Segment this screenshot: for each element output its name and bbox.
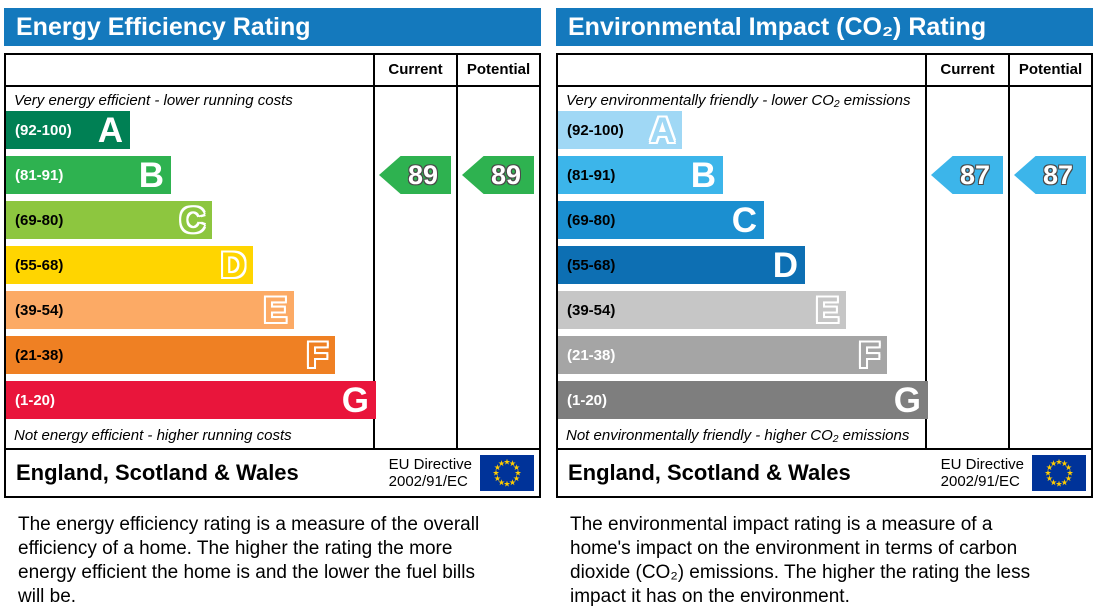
band-row-g: (1-20) G: [558, 381, 928, 419]
environmental-impact-panel: Environmental Impact (CO₂) Rating Curren…: [556, 8, 1093, 609]
eu-flag-icon: [1032, 455, 1086, 491]
band-range-label: (39-54): [567, 301, 616, 319]
band-letter: F: [858, 335, 880, 375]
band-range-label: (21-38): [567, 346, 616, 364]
environmental-rating-table: Current Potential Very environmentally f…: [556, 53, 1093, 450]
band-letter: G: [893, 380, 921, 420]
band-row-d: (55-68) D: [6, 246, 253, 284]
potential-column-header: Potential: [466, 61, 531, 78]
band-letter: B: [138, 155, 164, 195]
band-range-label: (92-100): [15, 121, 72, 139]
eu-directive-label: EU Directive 2002/91/EC: [940, 456, 1024, 490]
potential-rating-arrow: 89: [462, 156, 534, 194]
current-column-header: Current: [388, 61, 443, 78]
band-range-label: (81-91): [567, 166, 616, 184]
band-range-label: (92-100): [567, 121, 624, 139]
band-row-b: (81-91) B: [558, 156, 723, 194]
environmental-description-text: The environmental impact rating is a mea…: [570, 514, 1031, 607]
energy-footer: England, Scotland & Wales EU Directive 2…: [4, 448, 541, 498]
current-rating-arrow: 87: [931, 156, 1003, 194]
energy-panel-title: Energy Efficiency Rating: [4, 8, 541, 46]
column-divider: [373, 55, 375, 448]
band-range-label: (69-80): [567, 211, 616, 229]
band-range-label: (69-80): [15, 211, 64, 229]
potential-column-header: Potential: [1018, 61, 1083, 78]
band-letter: C: [731, 200, 757, 240]
band-range-label: (1-20): [567, 391, 608, 409]
column-divider: [456, 55, 458, 448]
band-range-label: (55-68): [567, 256, 616, 274]
rating-bands: (92-100) A (81-91) B (69-80) C (55-68) D (39-54)…: [6, 111, 376, 426]
column-divider: [1008, 55, 1010, 448]
band-row-e: (39-54) E: [6, 291, 294, 329]
region-label: England, Scotland & Wales: [16, 460, 299, 485]
potential-rating-value: 87: [1042, 159, 1074, 190]
band-row-e: (39-54) E: [558, 291, 846, 329]
bottom-caption: Not energy efficient - higher running co…: [14, 427, 292, 444]
band-letter: D: [772, 245, 798, 285]
current-rating-value: 87: [959, 159, 991, 190]
eu-directive-label: EU Directive 2002/91/EC: [388, 456, 472, 490]
band-row-g: (1-20) G: [6, 381, 376, 419]
current-rating-value: 89: [407, 159, 439, 190]
column-divider: [925, 55, 927, 448]
region-label: England, Scotland & Wales: [568, 460, 851, 485]
band-row-b: (81-91) B: [6, 156, 171, 194]
current-column-header: Current: [940, 61, 995, 78]
band-row-c: (69-80) C: [6, 201, 212, 239]
environmental-footer: England, Scotland & Wales EU Directive 2…: [556, 448, 1093, 498]
header-divider: [6, 85, 539, 87]
band-range-label: (55-68): [15, 256, 64, 274]
band-row-c: (69-80) C: [558, 201, 764, 239]
band-letter: F: [306, 335, 328, 375]
current-rating-arrow: 89: [379, 156, 451, 194]
band-letter: D: [220, 245, 246, 285]
band-letter: B: [690, 155, 716, 195]
band-row-f: (21-38) F: [6, 336, 335, 374]
potential-rating-arrow: 87: [1014, 156, 1086, 194]
band-row-d: (55-68) D: [558, 246, 805, 284]
potential-rating-value: 89: [490, 159, 522, 190]
band-range-label: (1-20): [15, 391, 56, 409]
header-divider: [558, 85, 1091, 87]
band-row-a: (92-100) A: [558, 111, 682, 149]
top-caption: Very energy efficient - lower running co…: [14, 92, 293, 109]
rating-bands: (92-100) A (81-91) B (69-80) C (55-68) D (39-54)…: [558, 111, 928, 426]
band-letter: A: [97, 110, 123, 150]
band-range-label: (39-54): [15, 301, 64, 319]
band-letter: A: [649, 110, 675, 150]
band-letter: G: [341, 380, 369, 420]
band-letter: C: [179, 200, 205, 240]
energy-rating-table: Current Potential Very energy efficient …: [4, 53, 541, 450]
band-row-f: (21-38) F: [558, 336, 887, 374]
top-caption: Very environmentally friendly - lower CO…: [566, 92, 911, 109]
band-row-a: (92-100) A: [6, 111, 130, 149]
environmental-panel-title: Environmental Impact (CO₂) Rating: [556, 8, 1093, 46]
eu-flag-icon: [480, 455, 534, 491]
energy-efficiency-panel: Energy Efficiency Rating Current Potenti…: [4, 8, 541, 609]
band-letter: E: [263, 290, 287, 330]
band-letter: E: [815, 290, 839, 330]
band-range-label: (81-91): [15, 166, 64, 184]
band-range-label: (21-38): [15, 346, 64, 364]
bottom-caption: Not environmentally friendly - higher CO…: [566, 427, 910, 444]
energy-description-text: The energy efficiency rating is a measur…: [18, 514, 480, 607]
